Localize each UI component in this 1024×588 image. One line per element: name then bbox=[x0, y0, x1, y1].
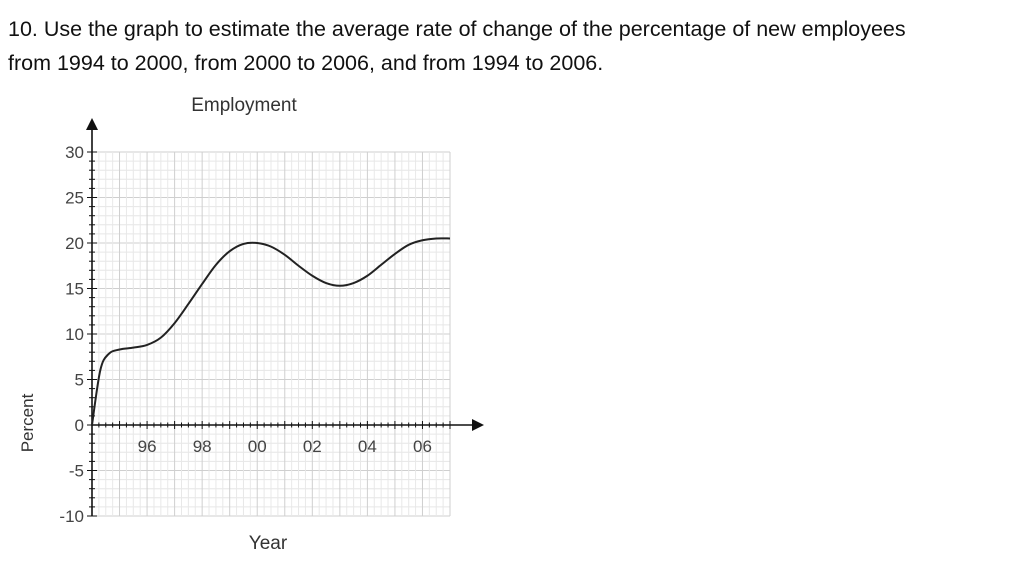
y-tick-label: 15 bbox=[65, 280, 84, 299]
y-tick-label: 5 bbox=[75, 371, 84, 390]
y-tick-label: 0 bbox=[75, 416, 84, 435]
x-tick-label: 96 bbox=[138, 437, 157, 456]
question-line-2: from 1994 to 2000, from 2000 to 2006, an… bbox=[8, 51, 604, 75]
y-tick-label: 10 bbox=[65, 325, 84, 344]
y-tick-label: -10 bbox=[59, 507, 84, 526]
employment-line bbox=[91, 237, 451, 426]
y-tick-label: 20 bbox=[65, 234, 84, 253]
y-axis-title: Percent bbox=[18, 393, 37, 452]
x-tick-label: 98 bbox=[193, 437, 212, 456]
question-line-1: 10. Use the graph to estimate the averag… bbox=[8, 17, 906, 41]
question-text: 10. Use the graph to estimate the averag… bbox=[8, 12, 1018, 80]
x-tick-label: 04 bbox=[358, 437, 377, 456]
x-axis-arrow bbox=[472, 419, 484, 431]
chart-title: Employment bbox=[191, 95, 297, 116]
y-tick-label: 30 bbox=[65, 143, 84, 162]
data-lines bbox=[91, 237, 451, 426]
x-tick-label: 00 bbox=[248, 437, 267, 456]
employment-chart: Employment Year Percent 30 25 20 15 10 5 0 -5 -1… bbox=[18, 95, 484, 554]
x-tick-label: 02 bbox=[303, 437, 322, 456]
y-axis-arrow bbox=[86, 118, 98, 130]
x-tick-label: 06 bbox=[413, 437, 432, 456]
grid bbox=[91, 151, 451, 517]
ticks: 30 25 20 15 10 5 0 -5 -10 96 98 00 02 04 06 bbox=[59, 143, 432, 526]
x-axis-title: Year bbox=[249, 533, 288, 554]
y-tick-label: 25 bbox=[65, 189, 84, 208]
axes bbox=[86, 118, 484, 517]
y-tick-label: -5 bbox=[69, 462, 84, 481]
